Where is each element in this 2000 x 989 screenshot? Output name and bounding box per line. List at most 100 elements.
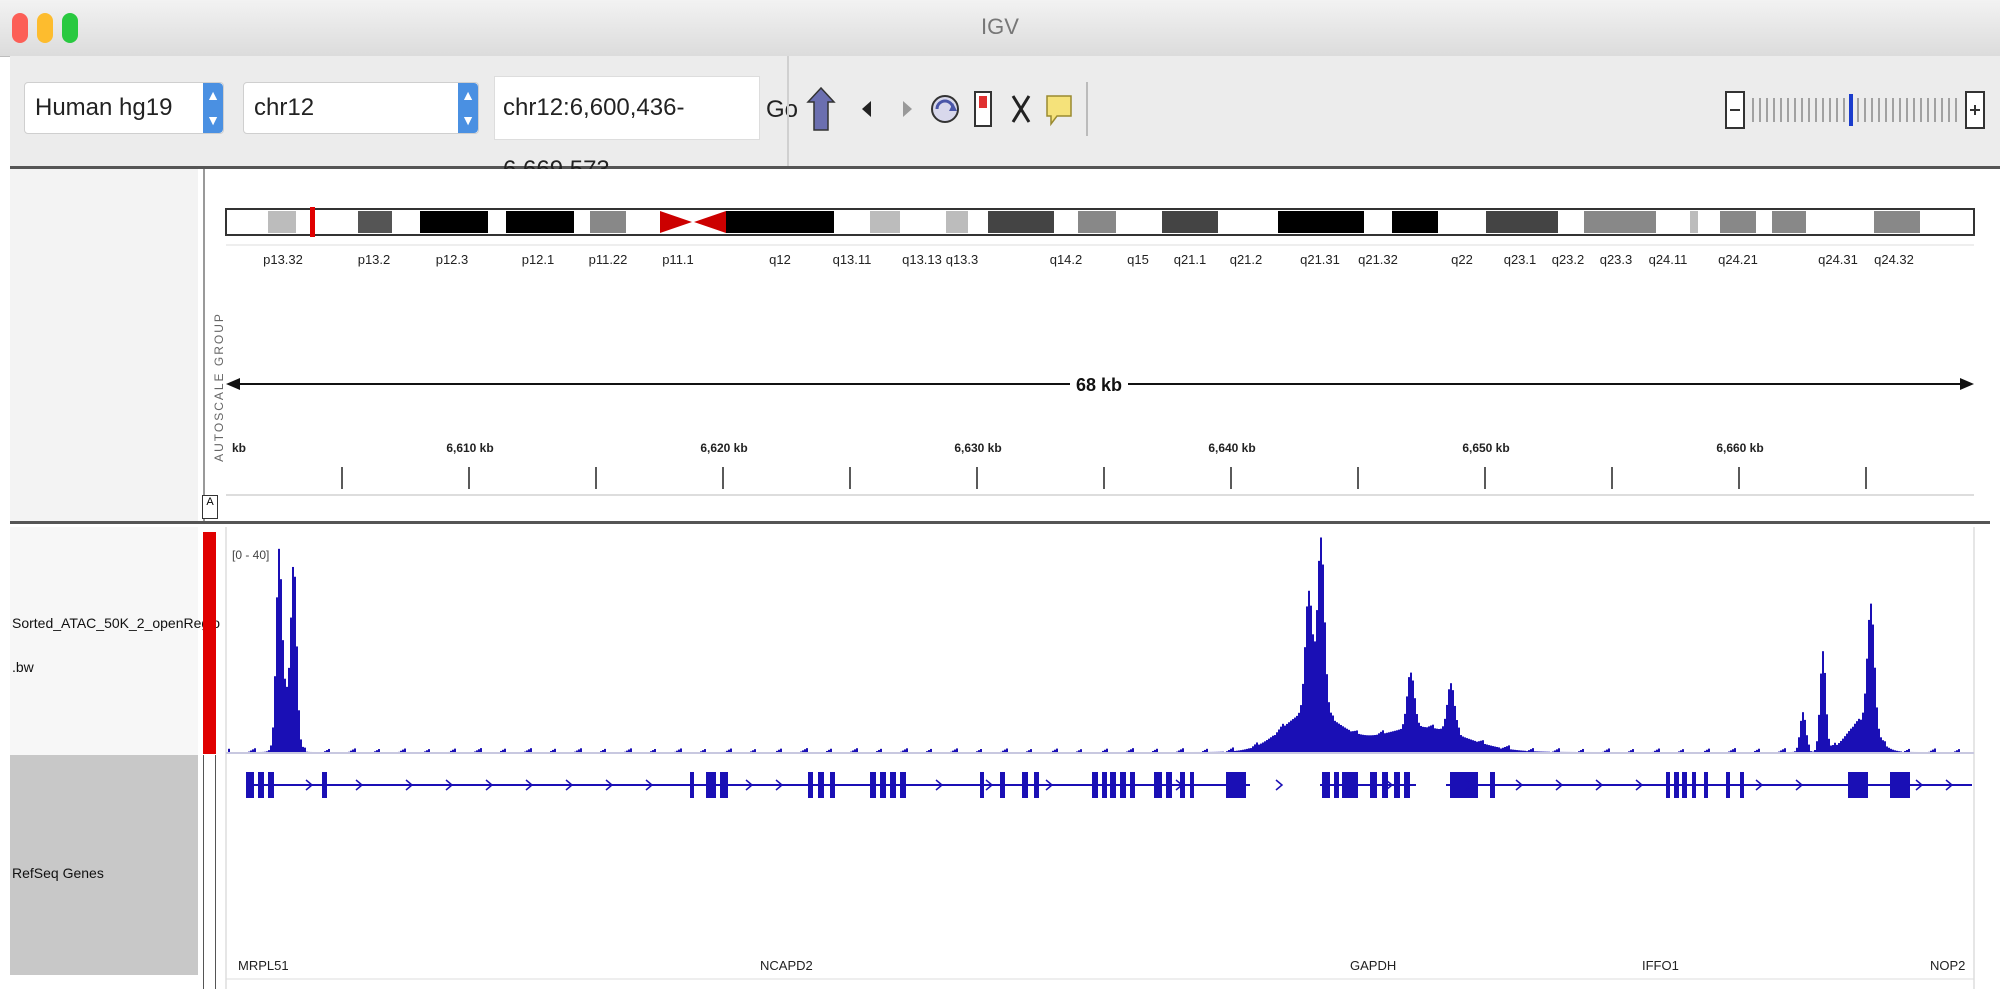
- gene-exon[interactable]: [720, 772, 728, 798]
- signal-bar: [286, 686, 288, 753]
- back-arrow-icon[interactable]: [852, 86, 882, 136]
- gene-exon[interactable]: [1154, 772, 1162, 798]
- attribute-checkbox[interactable]: A: [202, 495, 218, 519]
- gene-exon[interactable]: [1190, 772, 1194, 798]
- signal-track-name[interactable]: Sorted_ATAC_50K_2_openRegio: [12, 615, 221, 631]
- signal-track-name-panel[interactable]: Sorted_ATAC_50K_2_openRegio .bw: [10, 527, 220, 755]
- signal-bar: [1444, 718, 1446, 753]
- forward-arrow-icon[interactable]: [892, 86, 922, 136]
- gene-exon[interactable]: [690, 772, 694, 798]
- gene-exon[interactable]: [880, 772, 886, 798]
- gene-exon[interactable]: [1120, 772, 1126, 798]
- gene-exon[interactable]: [980, 772, 984, 798]
- close-window-button[interactable]: [12, 13, 28, 43]
- gene-exon[interactable]: [1450, 772, 1478, 798]
- gene-exon[interactable]: [1692, 772, 1696, 798]
- signal-bar: [1862, 712, 1864, 753]
- home-icon[interactable]: [806, 86, 836, 136]
- gene-exon[interactable]: [818, 772, 824, 798]
- gene-exon[interactable]: [1490, 772, 1495, 798]
- signal-range-label: [0 - 40]: [232, 548, 269, 562]
- resize-to-window-icon[interactable]: [1006, 86, 1036, 136]
- zoom-widget[interactable]: [1725, 90, 1985, 130]
- signal-bar: [1280, 726, 1282, 753]
- gene-exon[interactable]: [1322, 772, 1330, 798]
- signal-bar: [1868, 619, 1870, 753]
- gene-label[interactable]: NOP2: [1930, 958, 1965, 973]
- region-of-interest-icon[interactable]: [968, 86, 998, 136]
- gene-exon[interactable]: [1726, 772, 1730, 798]
- gene-exon[interactable]: [1342, 772, 1358, 798]
- gene-exon[interactable]: [1404, 772, 1410, 798]
- gene-exon[interactable]: [1848, 772, 1868, 798]
- gene-exon[interactable]: [268, 772, 274, 798]
- gene-exon[interactable]: [1334, 772, 1339, 798]
- gene-exon[interactable]: [258, 772, 264, 798]
- gene-exon[interactable]: [1704, 772, 1708, 798]
- gene-label[interactable]: NCAPD2: [760, 958, 813, 973]
- gene-exon[interactable]: [1370, 772, 1377, 798]
- locus-input[interactable]: chr12:6,600,436-6,669,573: [494, 76, 760, 183]
- gene-exon[interactable]: [246, 772, 254, 798]
- signal-bar: [1334, 720, 1336, 753]
- gene-exon[interactable]: [1226, 772, 1246, 798]
- chromosome-ideogram[interactable]: [225, 207, 1975, 237]
- genes-track-attribute[interactable]: [203, 755, 216, 989]
- gene-exon[interactable]: [1166, 772, 1172, 798]
- gene-exon[interactable]: [1130, 772, 1135, 798]
- gene-exon[interactable]: [1110, 772, 1116, 798]
- gene-label[interactable]: IFFO1: [1642, 958, 1679, 973]
- gene-exon[interactable]: [890, 772, 896, 798]
- gene-exon[interactable]: [870, 772, 876, 798]
- genome-select[interactable]: Human hg19 ▲ ▼: [24, 82, 224, 134]
- refresh-icon[interactable]: [928, 86, 959, 136]
- tracks-canvas[interactable]: [0 - 40] MRPL51 NCAPD2 GAPDH IFFO1 NOP2: [0, 527, 2000, 989]
- signal-bar: [1896, 750, 1898, 753]
- chromosome-select[interactable]: chr12 ▲ ▼: [243, 82, 479, 134]
- gene-exon[interactable]: [1382, 772, 1388, 798]
- gene-exon[interactable]: [900, 772, 906, 798]
- signal-bar: [1006, 748, 1008, 753]
- signal-bar: [1468, 738, 1470, 753]
- gene-label[interactable]: MRPL51: [238, 958, 289, 973]
- genome-select-arrows-icon[interactable]: ▲ ▼: [203, 83, 223, 133]
- gene-exon[interactable]: [1022, 772, 1028, 798]
- signal-track[interactable]: [228, 537, 1972, 753]
- gene-exon[interactable]: [1890, 772, 1910, 798]
- genes-track-name-panel[interactable]: RefSeq Genes: [10, 755, 198, 975]
- strand-arrow: [1945, 779, 1954, 791]
- popup-info-icon[interactable]: [1043, 86, 1073, 136]
- gene-exon[interactable]: [830, 772, 835, 798]
- gene-exon[interactable]: [1102, 772, 1107, 798]
- gene-exon[interactable]: [1740, 772, 1744, 798]
- signal-bar: [1830, 745, 1832, 753]
- signal-bar: [928, 750, 930, 753]
- signal-bar: [1840, 740, 1842, 753]
- gene-exon[interactable]: [1682, 772, 1687, 798]
- gene-exon[interactable]: [1674, 772, 1679, 798]
- signal-bar: [1500, 748, 1502, 753]
- signal-bar: [1608, 748, 1610, 753]
- gene-label[interactable]: GAPDH: [1350, 958, 1396, 973]
- gene-exon[interactable]: [1394, 772, 1400, 798]
- signal-bar: [1478, 741, 1480, 753]
- gene-exon[interactable]: [322, 772, 327, 798]
- genes-track-name[interactable]: RefSeq Genes: [12, 865, 104, 881]
- gene-exon[interactable]: [1000, 772, 1005, 798]
- minimize-window-button[interactable]: [37, 13, 53, 43]
- gene-exon[interactable]: [808, 772, 813, 798]
- go-button[interactable]: Go: [766, 96, 799, 123]
- ideogram-band: [988, 211, 1054, 233]
- gene-exon[interactable]: [706, 772, 716, 798]
- gene-exon[interactable]: [1034, 772, 1039, 798]
- gene-exon[interactable]: [1666, 772, 1670, 798]
- signal-bar: [1888, 747, 1890, 753]
- gene-exon[interactable]: [1092, 772, 1098, 798]
- signal-bar: [1732, 749, 1734, 753]
- chromosome-select-arrows-icon[interactable]: ▲ ▼: [458, 83, 478, 133]
- strand-arrow: [935, 779, 944, 791]
- signal-track-attribute[interactable]: [203, 532, 216, 754]
- genes-track[interactable]: [246, 772, 1972, 798]
- zoom-window-button[interactable]: [62, 13, 78, 43]
- signal-bar: [626, 750, 628, 753]
